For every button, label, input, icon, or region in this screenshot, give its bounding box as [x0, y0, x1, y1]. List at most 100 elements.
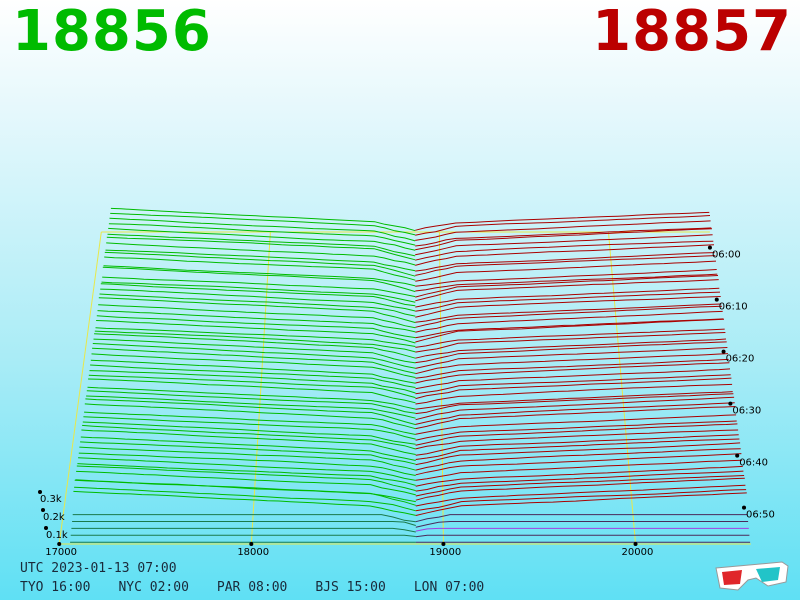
ask-curve-33 — [415, 377, 732, 400]
bid-curve-37 — [86, 395, 416, 419]
bid-curve-0 — [110, 207, 416, 232]
bid-curve-19 — [98, 304, 416, 329]
axis-ticks: 17000 18000 19000 20000 0.1k 0.2k 0.3k 06:00 06:… — [38, 245, 775, 558]
ask-curve-39 — [415, 406, 736, 430]
ask-curve-25 — [415, 338, 727, 359]
depth-tick-label-0.2k: 0.2k — [43, 512, 65, 523]
bid-curve-46 — [80, 441, 416, 465]
bid-depth-curves — [70, 207, 416, 543]
ask-curve-23 — [415, 328, 725, 348]
bid-curve-35 — [87, 386, 416, 410]
depth-tick-marker-0.2k — [41, 508, 45, 512]
ask-curve-56 — [415, 492, 747, 516]
bid-curve-14 — [101, 281, 416, 303]
bid-curve-56 — [73, 490, 416, 516]
time-tick-marker-06:30 — [728, 401, 733, 406]
bid-curve-26 — [93, 338, 416, 364]
ask-curve-22 — [415, 318, 725, 343]
ask-curve-6 — [415, 240, 714, 261]
bid-curve-54 — [74, 479, 416, 506]
ask-curve-59 — [415, 527, 749, 532]
ask-curve-30 — [415, 362, 730, 384]
ask-curve-19 — [415, 305, 723, 328]
bid-curve-39 — [84, 403, 416, 430]
bid-curve-34 — [88, 378, 416, 404]
ask-curve-1 — [415, 215, 711, 236]
ask-curve-46 — [415, 442, 741, 466]
ask-curve-26 — [415, 341, 727, 364]
bid-curve-60 — [70, 534, 416, 537]
ask-curve-5 — [415, 234, 713, 256]
bid-curve-15 — [100, 283, 416, 307]
bid-curve-23 — [95, 327, 416, 347]
bid-curve-45 — [80, 436, 416, 461]
ask-curve-41 — [415, 420, 737, 441]
ask-curve-42 — [415, 423, 738, 446]
bid-curve-57 — [72, 514, 416, 523]
ask-curve-12 — [415, 273, 718, 292]
bid-curve-21 — [96, 315, 416, 339]
ask-curve-2 — [415, 220, 711, 241]
bid-curve-31 — [90, 364, 416, 388]
ask-curve-4 — [415, 228, 713, 251]
time-tick-marker-06:00 — [707, 245, 712, 250]
x-tick-label-20000: 20000 — [622, 547, 654, 558]
time-tick-marker-06:20 — [721, 349, 726, 354]
ask-curve-51 — [415, 470, 744, 492]
ask-curve-10 — [415, 260, 717, 282]
ask-curve-31 — [415, 368, 731, 390]
bid-curve-4 — [108, 227, 416, 251]
x-tick-label-18000: 18000 — [237, 547, 269, 558]
ask-curve-47 — [415, 448, 741, 471]
x-tick-label-17000: 17000 — [45, 547, 77, 558]
time-tick-label-06:50: 06:50 — [746, 510, 775, 521]
clock-nyc: NYC 02:00 — [118, 580, 189, 595]
bid-curve-16 — [100, 288, 416, 312]
bid-curve-18 — [98, 297, 416, 324]
ask-curve-7 — [415, 244, 715, 266]
time-tick-marker-06:40 — [735, 453, 740, 458]
bid-curve-1 — [110, 212, 416, 236]
x-tick-label-19000: 19000 — [429, 547, 461, 558]
ask-curve-36 — [415, 393, 734, 415]
ask-curve-17 — [415, 296, 721, 318]
3d-glasses-icon[interactable] — [712, 558, 792, 594]
time-tick-label-06:10: 06:10 — [719, 302, 748, 313]
bid-curve-51 — [76, 465, 416, 492]
bid-curve-40 — [84, 411, 416, 435]
bid-curve-30 — [90, 359, 416, 384]
bid-curve-20 — [97, 310, 416, 333]
clock-par: PAR 08:00 — [216, 580, 288, 595]
bid-curve-22 — [96, 320, 416, 344]
world-clocks: TYO 16:00 NYC 02:00 PAR 08:00 BJS 15:00 LON … — [20, 580, 512, 595]
ask-curve-18 — [415, 303, 722, 323]
ask-curve-14 — [415, 279, 719, 302]
ask-curve-45 — [415, 438, 740, 460]
x-tick-marker-19000 — [441, 542, 446, 546]
bid-curve-2 — [109, 217, 416, 242]
ask-curve-50 — [415, 465, 743, 487]
ask-curve-29 — [415, 358, 729, 379]
bid-curve-27 — [92, 343, 416, 369]
bid-curve-6 — [106, 236, 416, 261]
depth-tick-label-0.3k: 0.3k — [40, 494, 62, 505]
bid-curve-41 — [83, 416, 416, 440]
ask-curve-32 — [415, 374, 731, 395]
depth-tick-marker-0.1k — [44, 526, 48, 530]
bid-curve-44 — [81, 429, 416, 455]
depth-tick-marker-0.3k — [38, 490, 42, 494]
bid-curve-58 — [72, 521, 416, 526]
ask-curve-49 — [415, 459, 743, 481]
bid-curve-28 — [92, 347, 416, 374]
depth-tick-label-0.1k: 0.1k — [46, 530, 68, 541]
ask-curve-60 — [415, 534, 750, 538]
bid-curve-59 — [71, 527, 416, 533]
utc-timestamp: UTC 2023-01-13 07:00 — [20, 561, 177, 576]
bid-curve-47 — [79, 446, 416, 471]
ask-curve-52 — [415, 475, 745, 497]
bid-curve-9 — [104, 251, 416, 277]
ask-curve-11 — [415, 269, 717, 287]
bid-curve-25 — [94, 333, 416, 359]
bid-curve-38 — [85, 398, 416, 426]
